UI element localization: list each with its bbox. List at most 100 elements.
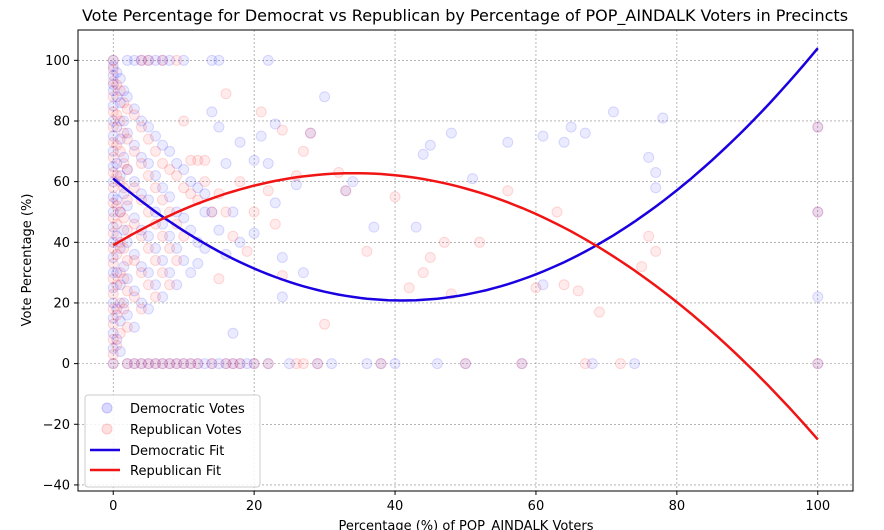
- y-tick-label: 20: [53, 296, 70, 311]
- scatter-point: [118, 212, 130, 224]
- scatter-point: [121, 321, 133, 333]
- scatter-point: [643, 151, 655, 163]
- y-tick-label: −20: [43, 418, 70, 433]
- scatter-point: [269, 197, 281, 209]
- scatter-point: [572, 285, 584, 297]
- scatter-point: [142, 54, 154, 66]
- scatter-point: [107, 91, 119, 103]
- scatter-point: [121, 309, 133, 321]
- scatter-point: [118, 157, 130, 169]
- scatter-point: [157, 358, 169, 370]
- chart-title: Vote Percentage for Democrat vs Republic…: [82, 6, 848, 26]
- scatter-point: [361, 358, 373, 370]
- scatter-point: [111, 230, 123, 242]
- scatter-point: [135, 358, 147, 370]
- scatter-point: [516, 358, 528, 370]
- scatter-point: [460, 358, 471, 370]
- scatter-point: [118, 127, 130, 139]
- scatter-point: [326, 358, 338, 370]
- scatter-point: [135, 267, 147, 279]
- scatter-point: [142, 133, 154, 145]
- scatter-point: [312, 358, 324, 370]
- scatter-point: [262, 358, 274, 370]
- scatter-point: [114, 345, 126, 357]
- scatter-point: [164, 191, 176, 203]
- scatter-point: [171, 255, 183, 266]
- scatter-point: [262, 358, 274, 370]
- scatter-point: [474, 236, 486, 248]
- scatter-point: [269, 218, 281, 230]
- scatter-point: [297, 267, 309, 279]
- scatter-point: [192, 154, 204, 166]
- scatter-point: [107, 76, 119, 88]
- scatter-point: [121, 54, 133, 66]
- scatter-point: [128, 145, 140, 157]
- scatter-point: [375, 358, 387, 370]
- scatter-point: [431, 358, 443, 370]
- scatter-point: [111, 66, 123, 78]
- scatter-point: [234, 176, 246, 188]
- scatter-point: [234, 358, 246, 370]
- y-tick-label: 0: [62, 357, 70, 372]
- scatter-point: [107, 106, 119, 118]
- scatter-point: [185, 267, 197, 279]
- scatter-point: [150, 358, 161, 370]
- scatter-point: [424, 139, 436, 151]
- scatter-point: [135, 297, 147, 309]
- scatter-point: [615, 358, 626, 370]
- scatter-point: [417, 267, 429, 279]
- scatter-point: [276, 291, 288, 303]
- scatter-point: [276, 251, 288, 263]
- scatter-point: [192, 358, 204, 370]
- scatter-point: [128, 103, 140, 115]
- y-axis-label: Vote Percentage (%): [20, 194, 35, 327]
- scatter-point: [128, 285, 140, 297]
- scatter-point: [114, 279, 126, 291]
- scatter-point: [558, 279, 570, 291]
- scatter-point: [403, 282, 415, 294]
- scatter-point: [107, 312, 119, 324]
- scatter-point: [128, 255, 140, 266]
- scatter-point: [248, 154, 260, 166]
- scatter-point: [164, 279, 176, 291]
- scatter-point: [114, 315, 126, 327]
- scatter-point: [269, 118, 281, 130]
- scatter-point: [128, 358, 140, 370]
- scatter-point: [164, 54, 176, 66]
- scatter-point: [142, 157, 154, 169]
- scatter-point: [107, 273, 119, 285]
- scatter-point: [171, 242, 183, 254]
- scatter-point: [142, 54, 154, 66]
- scatter-point: [164, 358, 176, 370]
- scatter-point: [185, 176, 197, 188]
- plot-frame: [77, 29, 854, 492]
- scatter-point: [537, 130, 549, 142]
- scatter-point: [107, 349, 119, 361]
- scatter-point: [107, 60, 119, 72]
- scatter-point: [192, 182, 204, 194]
- scatter-point: [118, 273, 130, 285]
- scatter-point: [206, 206, 218, 218]
- scatter-point: [368, 221, 380, 233]
- scatter-point: [114, 170, 126, 182]
- scatter-point: [227, 358, 239, 370]
- legend-label-democratic-fit: Democratic Fit: [130, 444, 224, 459]
- scatter-point: [111, 139, 123, 151]
- scatter-point: [107, 121, 119, 133]
- scatter-point: [111, 248, 123, 260]
- scatter-point: [220, 88, 232, 100]
- y-axis-ticks: −40 −20 0 20 40 60 80 100: [43, 54, 78, 493]
- scatter-point: [424, 251, 436, 263]
- scatter-point: [142, 358, 154, 370]
- scatter-point: [107, 212, 119, 224]
- y-tick-label: 100: [45, 54, 70, 69]
- scatter-point: [171, 358, 183, 370]
- scatter-point: [389, 358, 401, 370]
- scatter-point: [593, 306, 605, 318]
- scatter-point: [111, 218, 123, 230]
- scatter-point: [319, 91, 331, 103]
- scatter-point: [121, 273, 133, 285]
- scatter-point: [111, 194, 123, 206]
- scatter-point: [107, 282, 119, 294]
- legend-label-republican-votes: Republican Votes: [130, 423, 242, 438]
